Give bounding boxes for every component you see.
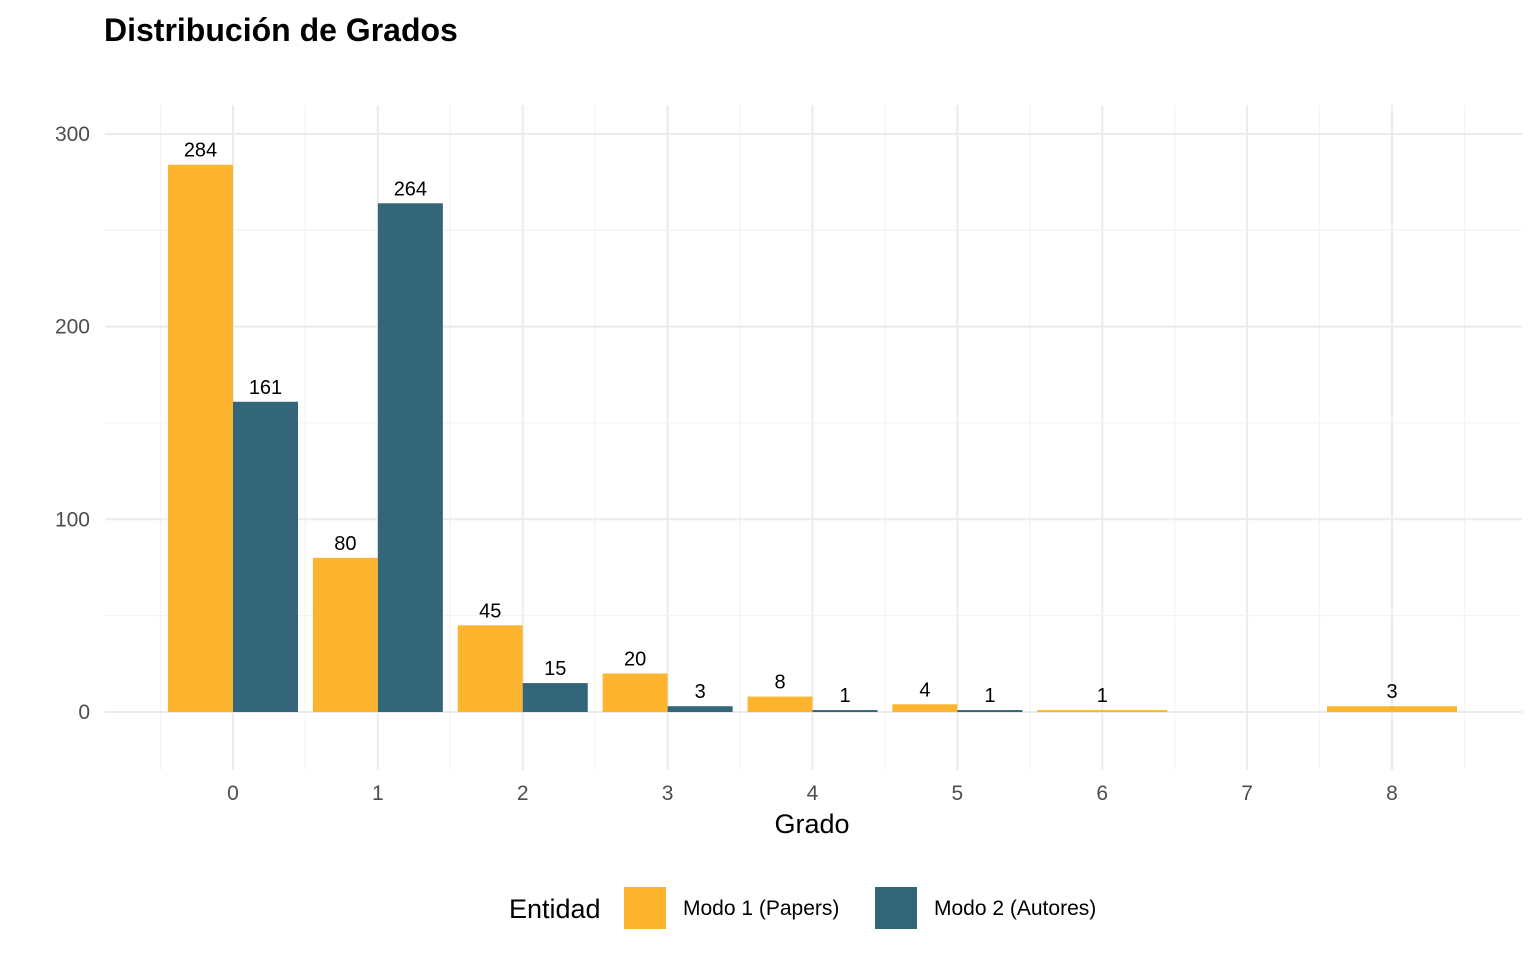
y-tick-label: 100 — [55, 508, 90, 531]
bar-modo2-grado-2 — [522, 683, 588, 712]
bar-modo1-grado-2 — [457, 625, 523, 712]
bars — [168, 164, 1457, 712]
bar-label-modo2-grado-0: 161 — [249, 377, 282, 399]
x-tick-label: 0 — [227, 782, 239, 805]
legend-label-modo1: Modo 1 (Papers) — [683, 897, 839, 920]
bar-modo2-grado-0 — [233, 401, 298, 712]
y-axis-ticks: 0 100 200 300 — [55, 123, 90, 724]
legend-key-modo2 — [875, 887, 917, 929]
x-tick-label: 3 — [662, 782, 674, 805]
bar-label-modo1-grado-8: 3 — [1386, 681, 1397, 703]
x-tick-label: 2 — [517, 782, 529, 805]
bar-modo1-grado-4 — [747, 696, 813, 712]
bar-label-modo2-grado-1: 264 — [394, 178, 427, 200]
bar-label-modo1-grado-6: 1 — [1097, 685, 1108, 707]
bar-label-modo2-grado-4: 1 — [839, 685, 850, 707]
x-tick-label: 5 — [952, 782, 964, 805]
bar-modo1-grado-1 — [312, 557, 378, 712]
x-tick-label: 4 — [807, 782, 819, 805]
bar-modo2-grado-1 — [377, 203, 443, 712]
x-axis-title: Grado — [774, 809, 849, 839]
x-tick-label: 7 — [1241, 782, 1253, 805]
bar-label-modo2-grado-5: 1 — [984, 685, 995, 707]
y-tick-label: 300 — [55, 123, 90, 146]
bar-modo2-grado-4 — [812, 710, 878, 712]
bar-modo1-grado-3 — [602, 673, 668, 712]
legend: Entidad Modo 1 (Papers) Modo 2 (Autores) — [509, 887, 1096, 929]
legend-label-modo2: Modo 2 (Autores) — [934, 897, 1096, 920]
x-tick-label: 1 — [372, 782, 384, 805]
y-tick-label: 200 — [55, 316, 90, 339]
bar-label-modo1-grado-1: 80 — [334, 533, 356, 555]
legend-title: Entidad — [509, 894, 601, 924]
gridlines — [105, 105, 1522, 770]
bar-label-modo1-grado-3: 20 — [624, 648, 646, 670]
bar-modo2-grado-5 — [957, 710, 1023, 712]
bar-label-modo2-grado-3: 3 — [695, 681, 706, 703]
bar-labels: 284 161 80 264 45 15 20 3 8 1 4 1 1 3 — [184, 140, 1398, 707]
x-axis-ticks: 0 1 2 3 4 5 6 7 8 — [227, 782, 1398, 805]
y-tick-label: 0 — [78, 701, 90, 724]
bar-modo1-grado-8 — [1327, 706, 1457, 712]
bar-label-modo1-grado-0: 284 — [184, 140, 217, 162]
chart-title: Distribución de Grados — [104, 12, 458, 48]
bar-label-modo1-grado-4: 8 — [774, 672, 785, 694]
bar-label-modo1-grado-5: 4 — [919, 679, 930, 701]
bar-modo1-grado-5 — [892, 704, 958, 712]
bar-modo1-grado-0 — [168, 164, 233, 712]
bar-label-modo2-grado-2: 15 — [544, 658, 566, 680]
x-tick-label: 6 — [1096, 782, 1108, 805]
bar-label-modo1-grado-2: 45 — [479, 600, 501, 622]
legend-key-modo1 — [624, 887, 666, 929]
bar-modo2-grado-3 — [667, 706, 733, 712]
x-tick-label: 8 — [1386, 782, 1398, 805]
bar-modo1-grado-6 — [1037, 710, 1168, 712]
